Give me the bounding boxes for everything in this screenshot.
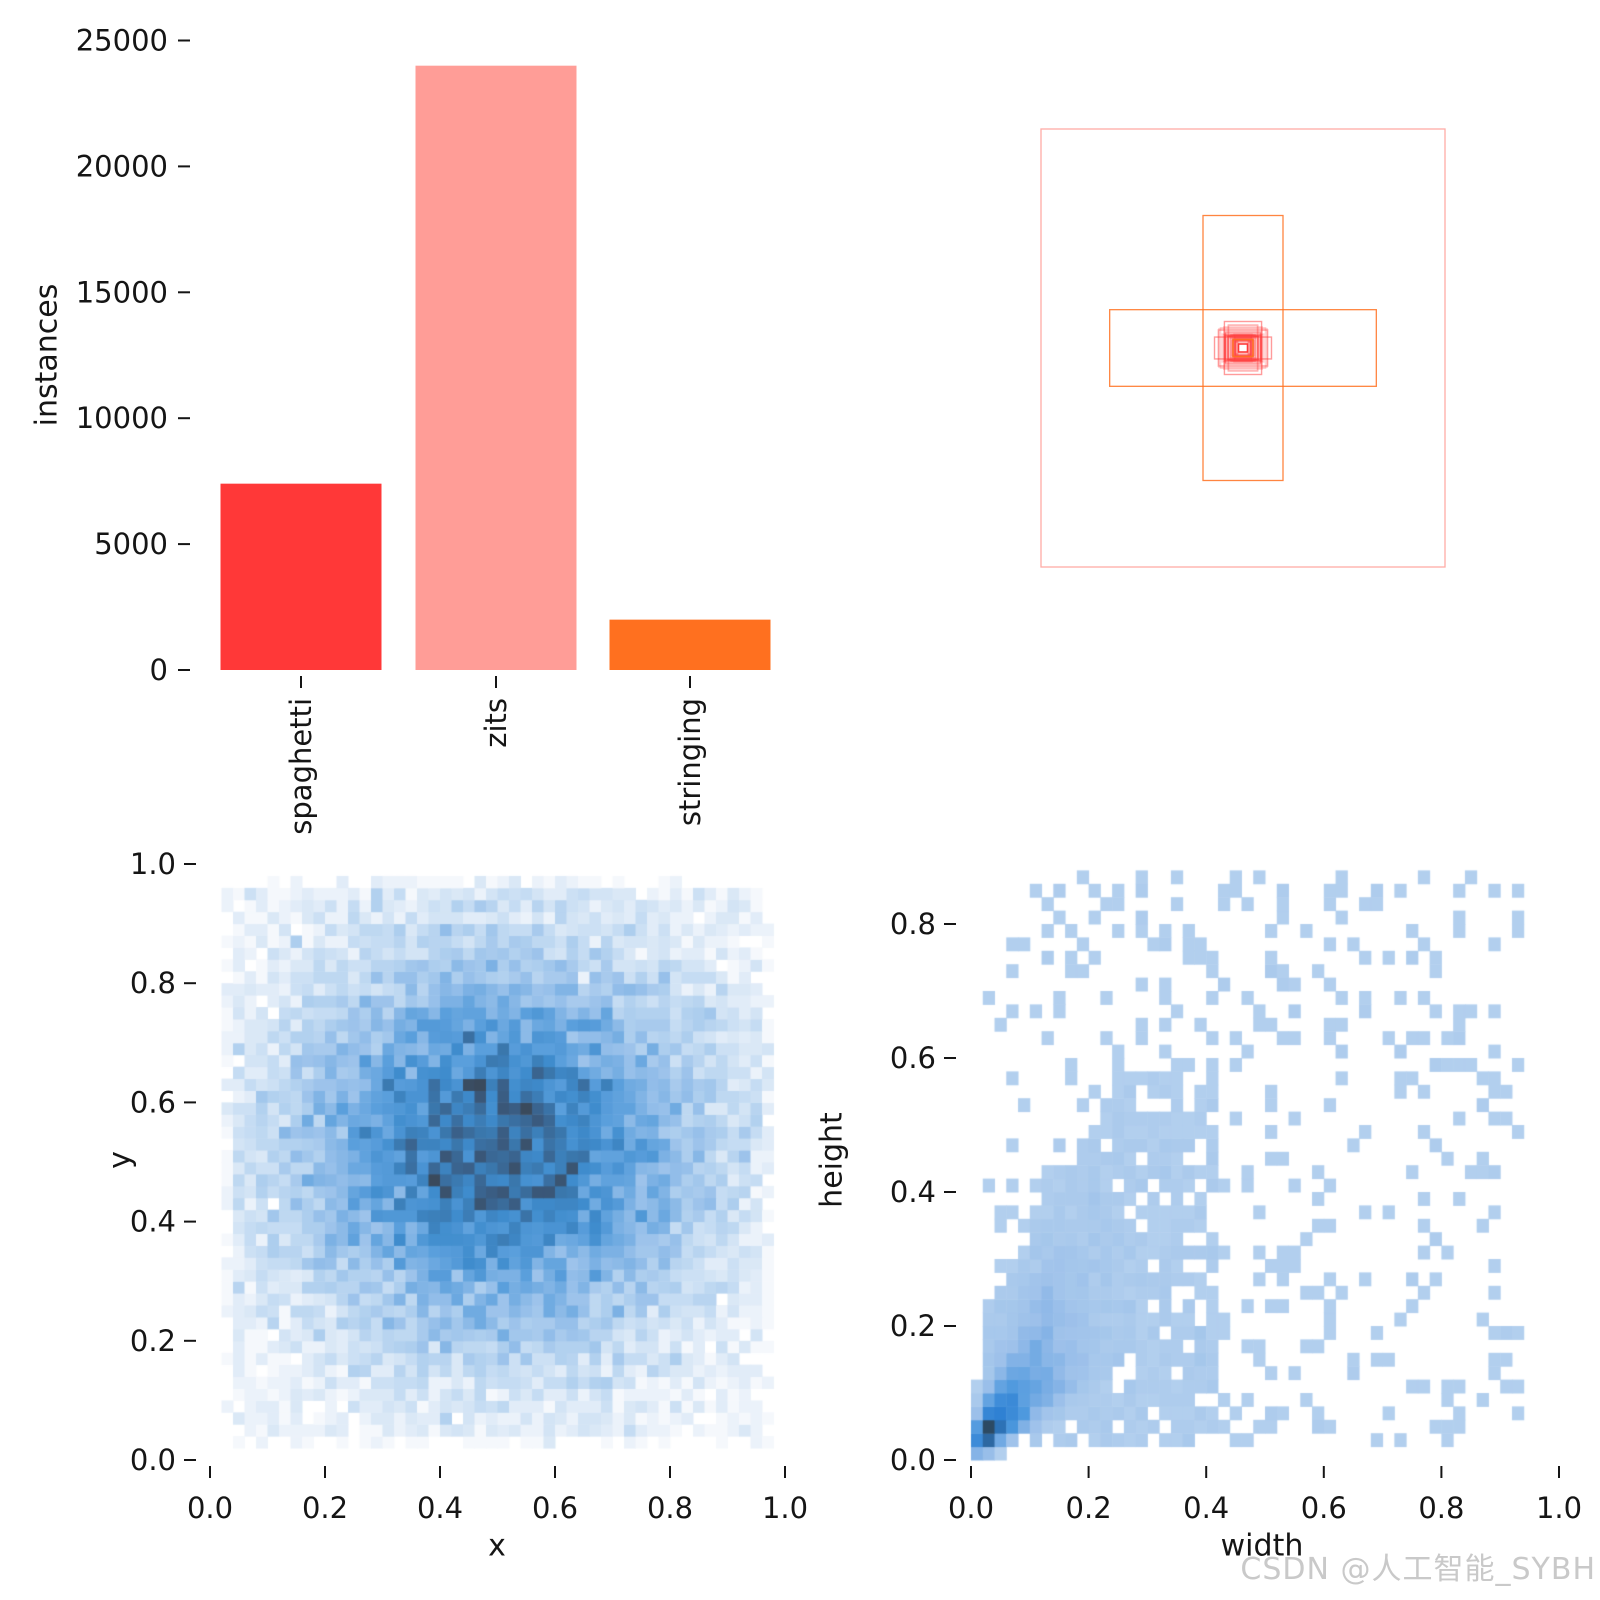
wh-x-tick-label: 0.0 (948, 1491, 994, 1525)
bar-ylabel: instances (29, 283, 65, 427)
bar-y-tick-label: 5000 (94, 527, 168, 561)
bbox-cluster-rect (1217, 329, 1269, 367)
bbox-cluster-rect (1224, 331, 1262, 365)
bbox-cluster-rect (1233, 339, 1253, 357)
bbox-cluster-rect (1229, 334, 1257, 362)
wh-y-tick-label: 0.2 (890, 1309, 936, 1343)
bbox-center-rect-stringing (1232, 338, 1254, 358)
xy-x-tick-label: 1.0 (762, 1491, 808, 1525)
wh-xlabel: width (1220, 1528, 1304, 1564)
bbox-rect-stringing (1202, 214, 1284, 482)
category-label-zits: zits (479, 698, 513, 748)
xy-x-tick-label: 0.0 (187, 1491, 233, 1525)
bbox-cluster-rect (1224, 331, 1262, 365)
bbox-cluster-rect (1230, 339, 1256, 357)
wh-y-tick-label: 0.8 (890, 907, 936, 941)
wh-x-tick-label: 1.0 (1536, 1491, 1582, 1525)
xy-y-tick-label: 0.2 (130, 1324, 176, 1358)
xy-x-tick-label: 0.2 (302, 1491, 348, 1525)
bbox-cluster-rect (1218, 327, 1268, 369)
bbox-rect-stringing (1109, 309, 1377, 387)
xy-x-tick-label: 0.4 (417, 1491, 463, 1525)
wh-x-tick-label: 0.8 (1418, 1491, 1464, 1525)
xy-ylabel: y (102, 1151, 138, 1169)
bar-y-tick-label: 0 (150, 653, 168, 687)
xy-xlabel: x (488, 1528, 506, 1564)
xy-x-tick-label: 0.6 (532, 1491, 578, 1525)
xy-x-tick-label: 0.8 (647, 1491, 693, 1525)
wh-x-tick-label: 0.6 (1301, 1491, 1347, 1525)
bbox-cluster-rect (1234, 337, 1252, 359)
wh-histogram-canvas (960, 858, 1570, 1464)
wh-y-tick-label: 0.4 (890, 1175, 936, 1209)
bar-spaghetti (220, 483, 382, 670)
bbox-center-rect-spaghetti (1213, 336, 1273, 360)
bar-y-tick-label: 25000 (76, 24, 168, 58)
bbox-cluster-rect (1227, 324, 1259, 372)
xy-y-tick-label: 1.0 (130, 847, 176, 881)
bbox-cluster-rect (1234, 335, 1252, 361)
bbox-cluster-rect (1221, 333, 1265, 363)
bbox-cluster-rect (1224, 335, 1262, 361)
bbox-cluster-rect (1224, 334, 1262, 362)
bar-stringing (609, 619, 771, 670)
bbox-cluster-rect (1224, 330, 1262, 366)
bbox-cluster-rect (1230, 334, 1256, 362)
bar-y-tick-label: 10000 (76, 401, 168, 435)
wh-x-tick-label: 0.2 (1066, 1491, 1112, 1525)
bar-y-tick-label: 20000 (76, 149, 168, 183)
bbox-cluster-rect (1233, 341, 1253, 355)
bbox-rect-zits (1040, 128, 1446, 568)
category-label-stringing: stringing (673, 698, 707, 826)
bbox-cluster-rect (1227, 334, 1259, 362)
bar-zits (415, 65, 577, 671)
bbox-cluster-rect (1233, 333, 1253, 363)
bbox-center-rect-spaghetti (1237, 343, 1249, 353)
xy-y-tick-label: 0.4 (130, 1205, 176, 1239)
bbox-cluster-rect (1234, 341, 1252, 355)
bbox-center-rect-spaghetti (1223, 320, 1263, 376)
bbox-cluster-rect (1219, 327, 1267, 369)
bar-y-tick-label: 15000 (76, 275, 168, 309)
bbox-cluster-rect (1227, 335, 1259, 361)
bbox-cluster-rect (1224, 332, 1262, 364)
xy-y-tick-label: 0.6 (130, 1085, 176, 1119)
category-label-spaghetti: spaghetti (284, 698, 318, 835)
bbox-cluster-rect (1227, 324, 1259, 372)
bbox-cluster-rect (1217, 329, 1269, 367)
bbox-cluster-rect (1227, 337, 1259, 359)
wh-y-tick-label: 0.6 (890, 1041, 936, 1075)
wh-y-tick-label: 0.0 (890, 1443, 936, 1477)
csdn-watermark: CSDN @人工智能_SYBH (1240, 1552, 1596, 1587)
xy-y-tick-label: 0.0 (130, 1443, 176, 1477)
wh-x-tick-label: 0.4 (1183, 1491, 1229, 1525)
bbox-cluster-rect (1234, 340, 1252, 356)
xy-y-tick-label: 0.8 (130, 966, 176, 1000)
wh-ylabel: height (814, 1112, 850, 1208)
xy-histogram-canvas (200, 858, 792, 1464)
